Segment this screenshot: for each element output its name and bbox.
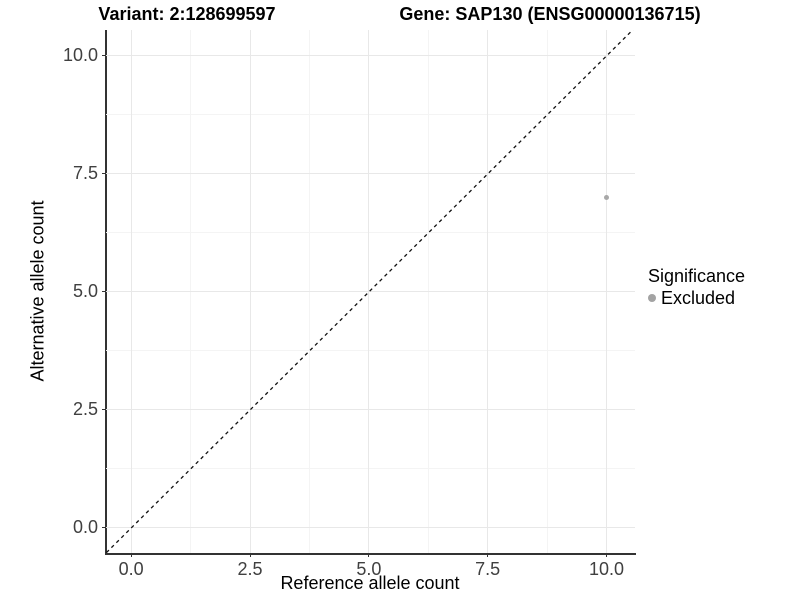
major-gridline-horizontal [106,173,635,175]
x-tick-label: 5.0 [356,559,382,579]
data-point [603,195,609,201]
legend-items: Excluded [648,288,745,308]
legend-item-label: Excluded [661,288,736,308]
minor-gridline-horizontal [106,114,635,116]
major-gridline-horizontal [106,527,635,529]
x-axis-title: Reference allele count [280,573,460,593]
y-axis-title: Alternative allele count [27,200,48,382]
x-tick-mark [249,553,251,557]
identity-dashed-line [106,30,634,553]
y-tick-label: 0.0 [72,516,98,537]
major-gridline-horizontal [106,409,635,411]
minor-gridline-horizontal [106,232,635,234]
x-tick-label: 0.0 [118,559,144,579]
y-tick-mark [102,291,106,293]
plot-panel: 0.0 2.5 5.0 7.5 10.0 0.0 2.5 5.0 7.5 10.0 [63,30,636,579]
legend-point-swatch [648,294,656,302]
x-tick-label: 7.5 [475,559,501,579]
legend-title: Significance [648,266,746,286]
legend: Significance Excluded [648,265,745,308]
plot-title-variant: Variant: 2:128699597 [98,4,276,24]
major-gridline-horizontal [106,291,635,293]
y-tick-label: 10.0 [62,44,98,65]
y-tick-mark [102,55,106,57]
x-tick-mark [605,553,607,557]
y-tick-label: 5.0 [72,280,98,301]
y-tick-label: 2.5 [72,398,98,419]
y-tick-mark [102,173,106,175]
minor-gridline-horizontal [106,468,635,470]
x-tick-mark [487,553,489,557]
x-tick-mark [130,553,132,557]
x-tick-mark [368,553,370,557]
identity-line-svg [106,30,634,553]
x-tick-label: 10.0 [588,559,624,579]
x-axis-line [105,553,636,555]
minor-gridline-horizontal [106,350,635,352]
y-tick-mark [102,409,106,411]
major-gridline-horizontal [106,55,635,57]
y-tick-label: 7.5 [72,162,98,183]
x-tick-label: 2.5 [237,559,263,579]
plot-title-gene: Gene: SAP130 (ENSG00000136715) [399,4,701,24]
y-tick-mark [102,527,106,529]
legend-item: Excluded [648,288,745,308]
